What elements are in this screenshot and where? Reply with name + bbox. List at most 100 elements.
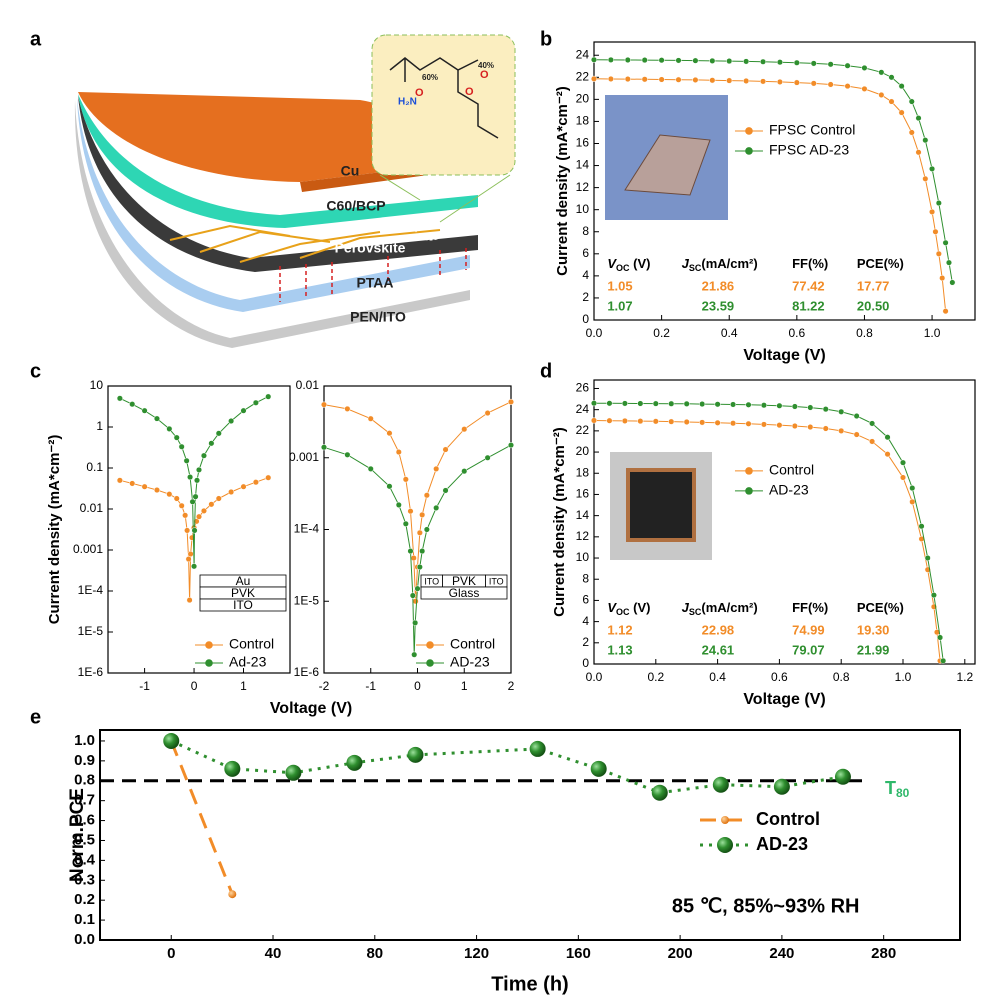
table-header-part: (mA/cm²) xyxy=(701,600,757,615)
y-tick-label: 1.0 xyxy=(74,732,95,749)
data-point xyxy=(652,400,659,407)
data-point xyxy=(793,59,800,66)
data-point xyxy=(173,495,180,502)
data-point xyxy=(760,421,768,428)
data-point xyxy=(745,420,752,427)
molecule-label: H₂N xyxy=(398,97,417,108)
table-header: JSC(mA/cm²) xyxy=(682,256,758,273)
data-point xyxy=(675,76,682,83)
plot-frame xyxy=(107,385,291,674)
data-point xyxy=(129,401,136,408)
legend-marker xyxy=(205,641,213,649)
layer-label: C60/BCP xyxy=(326,198,385,214)
data-point xyxy=(621,417,628,424)
data-point xyxy=(395,449,402,456)
x-axis-label: Voltage (V) xyxy=(270,700,352,717)
data-point xyxy=(395,501,402,508)
legend-marker xyxy=(717,837,733,853)
data-point xyxy=(215,495,222,502)
y-tick-label: 0.6 xyxy=(74,812,95,829)
reference-label: T80 xyxy=(885,778,910,800)
data-point xyxy=(869,420,876,427)
y-tick-label: 0.0 xyxy=(74,931,95,948)
molecule-label: O xyxy=(480,69,489,81)
series-line xyxy=(170,739,844,795)
zoom-line xyxy=(379,174,421,201)
data-point xyxy=(461,426,468,433)
inset-label: ITO xyxy=(424,576,439,586)
table-header: PCE(%) xyxy=(857,256,904,271)
data-point xyxy=(228,488,235,496)
data-point xyxy=(411,651,418,658)
data-point xyxy=(607,56,614,63)
data-point xyxy=(939,275,946,282)
data-point xyxy=(745,401,752,408)
data-point xyxy=(909,485,916,492)
legend-marker xyxy=(745,147,753,155)
table-header-part: FF(%) xyxy=(792,256,828,271)
data-point xyxy=(195,466,203,473)
legend-label: FPSC Control xyxy=(769,122,855,138)
anchor-lines xyxy=(279,248,467,302)
data-point xyxy=(442,446,449,453)
x-tick-label: 200 xyxy=(668,945,693,962)
y-tick-label: 0.01 xyxy=(296,378,320,392)
molecule-label: O xyxy=(415,87,424,99)
y-tick-label: 0.4 xyxy=(74,851,96,868)
data-point xyxy=(822,425,829,432)
data-point xyxy=(807,424,814,431)
molecule-label: 40% xyxy=(478,61,494,70)
legend-label: AD-23 xyxy=(450,654,490,670)
x-axis-label: Voltage (V) xyxy=(743,691,825,708)
data-point xyxy=(410,555,417,562)
x-tick-label: 0.0 xyxy=(586,670,603,684)
table-header: VOC (V) xyxy=(607,600,650,617)
reference-label-sub: 80 xyxy=(896,786,910,800)
x-tick-label: 0 xyxy=(414,679,421,693)
x-tick-label: 1.2 xyxy=(956,670,973,684)
x-tick-label: 1.0 xyxy=(895,670,912,684)
chart: -1 0 1 10 1 0.1 0.01 0.001 1E-4 1E-5 1E-6 Voltage (… xyxy=(46,378,352,717)
legend-label: Control xyxy=(229,636,274,652)
plot-frame xyxy=(593,379,976,665)
table-cell: 77.42 xyxy=(792,278,825,293)
data-point xyxy=(730,401,737,408)
data-point xyxy=(726,58,733,65)
y-tick-label: 22 xyxy=(576,69,590,83)
data-point xyxy=(141,407,148,414)
data-point xyxy=(935,250,942,257)
data-point xyxy=(419,511,426,518)
x-tick-label: -1 xyxy=(365,679,376,693)
data-point xyxy=(743,58,750,65)
table-header-part: FF(%) xyxy=(792,600,828,615)
data-point xyxy=(433,504,440,511)
layer-label: PEN/ITO xyxy=(350,309,406,325)
molecule-skeleton xyxy=(389,57,499,139)
x-tick-label: 40 xyxy=(265,945,282,962)
table-header-part: (V) xyxy=(630,256,651,271)
data-point xyxy=(922,175,929,182)
inset-label: PVK xyxy=(231,586,255,600)
data-point xyxy=(344,405,351,412)
x-tick-label: 0.4 xyxy=(709,670,726,684)
y-tick-label: 10 xyxy=(576,550,590,564)
x-tick-label: 280 xyxy=(871,945,896,962)
data-point xyxy=(937,634,944,641)
data-point xyxy=(461,468,468,475)
legend-label: Control xyxy=(450,636,495,652)
data-point xyxy=(844,83,851,90)
data-point xyxy=(878,69,885,76)
y-tick-label: 0.01 xyxy=(80,501,104,515)
data-point xyxy=(853,431,860,438)
data-point xyxy=(116,395,123,402)
data-point xyxy=(668,418,675,425)
y-axis-label: Current density (mA*cm⁻²) xyxy=(554,86,571,276)
reference-label-main: T xyxy=(885,778,896,798)
y-tick-label: 0 xyxy=(582,656,589,670)
x-tick-label: 1 xyxy=(461,679,468,693)
data-point xyxy=(116,477,123,484)
y-tick-label: 24 xyxy=(576,402,590,416)
y-axis-label: Current density (mA*cm⁻²) xyxy=(46,435,63,625)
y-tick-label: 4 xyxy=(582,268,589,282)
data-point xyxy=(228,890,237,899)
